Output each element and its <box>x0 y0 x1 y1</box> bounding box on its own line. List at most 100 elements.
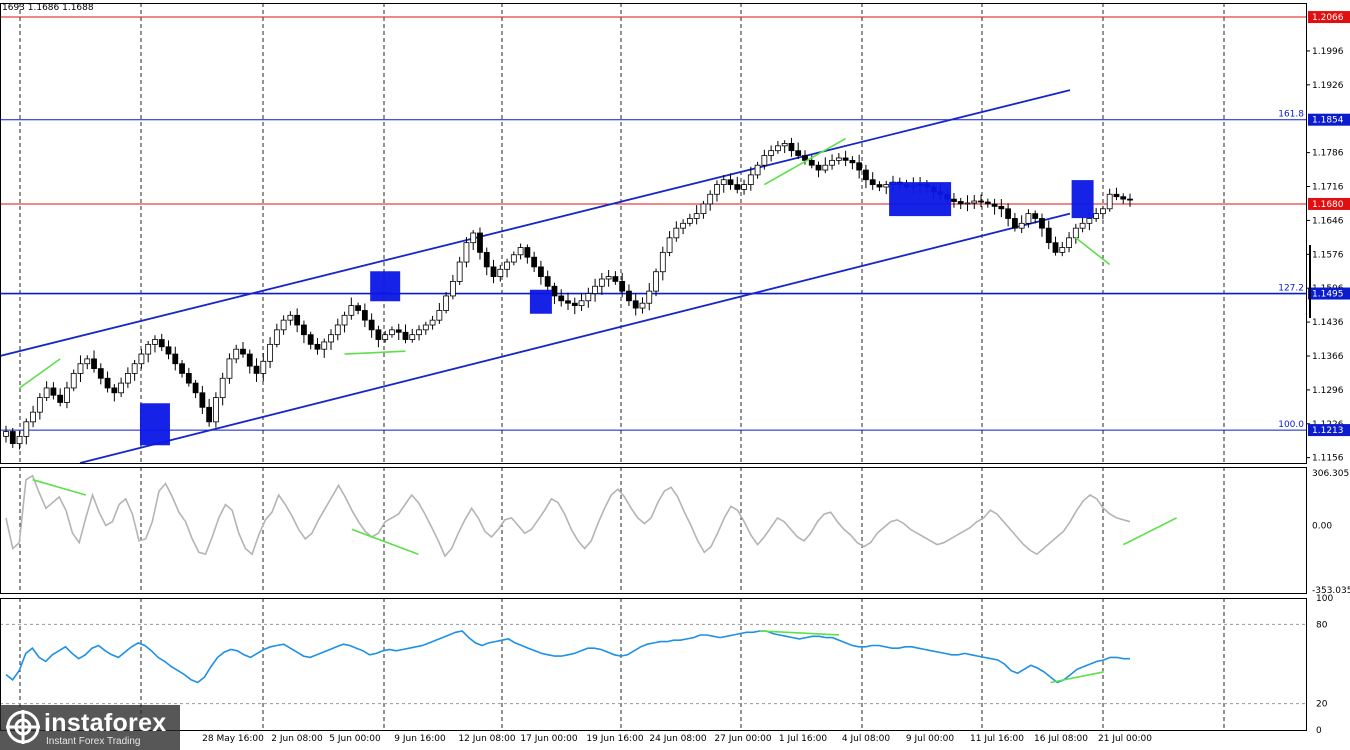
candle-body <box>538 266 544 277</box>
x-tick-label: 16 Jul 08:00 <box>1034 734 1088 744</box>
candle-body <box>1100 208 1106 215</box>
candle-body <box>138 353 145 365</box>
candle-body <box>971 200 978 204</box>
divergence-line <box>1075 237 1111 266</box>
candle-body <box>646 290 653 304</box>
candle-body <box>693 213 700 219</box>
cci-divergence-line <box>32 478 87 496</box>
candle-body <box>118 382 125 394</box>
candle-body <box>321 341 328 350</box>
candle-body <box>626 290 632 302</box>
candle-body <box>192 382 199 394</box>
candle-body <box>1025 213 1032 224</box>
candle-body <box>287 314 294 321</box>
candle-body <box>578 300 585 307</box>
candle-body <box>1106 193 1113 210</box>
candle-body <box>863 169 869 181</box>
y-tick-label: 1.1156 <box>1312 454 1344 464</box>
rsi-frame <box>0 598 1307 731</box>
candle-body <box>16 435 23 445</box>
y-tick-label: 1.1786 <box>1312 149 1344 159</box>
candle-body <box>707 193 714 205</box>
candle-body <box>1079 222 1086 229</box>
candle-body <box>131 363 138 374</box>
candle-body <box>456 261 463 282</box>
candle-body <box>531 256 538 268</box>
candle-body <box>77 363 84 374</box>
candle-body <box>951 198 957 202</box>
candle-body <box>463 242 470 263</box>
candle-body <box>524 247 531 258</box>
candle-body <box>3 431 9 437</box>
fib-level-label: 161.8 <box>1278 110 1304 120</box>
candle-body <box>544 276 551 287</box>
x-tick-label: 28 May 16:00 <box>202 734 264 744</box>
candle-body <box>808 159 815 166</box>
candle-body <box>592 285 598 294</box>
candle-body <box>659 251 666 273</box>
y-tick-label: 1.1436 <box>1312 318 1344 328</box>
candle-body <box>720 179 727 185</box>
candle-body <box>246 353 253 367</box>
candle-body <box>395 329 402 333</box>
y-tick-label: 1.1576 <box>1312 250 1344 260</box>
candle-body <box>815 164 822 171</box>
candle-body <box>991 203 998 207</box>
candle-body <box>111 387 118 394</box>
candle-body <box>267 343 273 362</box>
candle-body <box>964 202 971 205</box>
candle-body <box>409 334 416 340</box>
candle-body <box>504 261 510 270</box>
candle-body <box>341 314 348 326</box>
candle-body <box>517 247 524 256</box>
candle-body <box>199 392 206 408</box>
rsi-tick-label: 80 <box>1316 620 1328 630</box>
x-tick-label: 12 Jun 08:00 <box>458 734 515 744</box>
instaforex-logo-icon <box>6 710 40 744</box>
candle-body <box>619 281 626 292</box>
signal-box-resistance <box>370 271 401 302</box>
candle-body <box>558 295 565 302</box>
cci-panel: 306.3051 0.00 -353.0350 <box>5 469 1350 596</box>
candle-body <box>822 164 829 171</box>
candle-body <box>605 276 612 280</box>
candle-body <box>1045 227 1052 244</box>
candle-body <box>781 143 788 147</box>
candle-body <box>978 200 984 203</box>
candle-body <box>477 232 483 253</box>
candle-body <box>565 300 571 304</box>
cci-tick-label: 306.3051 <box>1312 469 1350 479</box>
candle-body <box>145 343 152 355</box>
candle-body <box>639 302 646 309</box>
candle-body <box>273 329 280 345</box>
x-tick-label: 11 Jul 16:00 <box>970 734 1024 744</box>
cci-tick-label: 0.00 <box>1312 522 1332 532</box>
candle-body <box>700 203 707 215</box>
candle-body <box>741 184 747 190</box>
candle-body <box>389 329 395 336</box>
candle-body <box>334 324 341 336</box>
candle-body <box>761 155 768 166</box>
candle-body <box>1018 222 1025 229</box>
candle-body <box>1011 218 1018 229</box>
candle-body <box>768 150 775 156</box>
divergence-line <box>763 137 847 186</box>
candle-body <box>233 348 240 360</box>
price-frame <box>0 3 1307 464</box>
vertical-grid <box>19 3 1225 730</box>
candle-body <box>23 421 30 437</box>
level-price-label: 1.1495 <box>1312 290 1344 300</box>
candle-body <box>653 271 659 292</box>
candle-body <box>714 184 720 195</box>
candle-body <box>957 201 964 205</box>
candle-body <box>30 411 36 423</box>
x-tick-label: 9 Jul 00:00 <box>906 734 955 744</box>
price-panel: 1.19961.19261.17861.17161.16461.15761.15… <box>0 11 1350 464</box>
candle-body <box>727 179 734 185</box>
candle-body <box>856 162 863 171</box>
channel-upper-line <box>0 89 1071 357</box>
cci-line <box>5 474 1131 558</box>
candle-body <box>1066 237 1072 248</box>
candle-body <box>470 232 477 244</box>
